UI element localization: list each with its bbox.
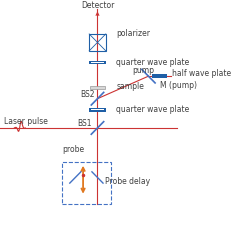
Text: polarizer: polarizer bbox=[116, 29, 150, 38]
Bar bbox=[90, 86, 105, 89]
Text: pump: pump bbox=[132, 66, 154, 75]
Bar bbox=[91, 109, 104, 110]
Bar bbox=[91, 62, 104, 63]
Text: half wave plate: half wave plate bbox=[172, 69, 231, 78]
Bar bbox=[89, 61, 106, 64]
Text: BS2: BS2 bbox=[80, 90, 94, 99]
Text: Detector: Detector bbox=[81, 1, 114, 10]
Text: quarter wave plate: quarter wave plate bbox=[116, 105, 190, 114]
Text: quarter wave plate: quarter wave plate bbox=[116, 58, 190, 67]
Bar bbox=[89, 34, 106, 51]
Bar bbox=[62, 162, 111, 205]
Bar bbox=[152, 74, 167, 78]
Text: Laser pulse: Laser pulse bbox=[5, 117, 48, 126]
Text: Probe delay: Probe delay bbox=[105, 178, 150, 186]
Text: sample: sample bbox=[116, 82, 144, 91]
Text: probe: probe bbox=[62, 145, 84, 154]
Bar bbox=[89, 108, 106, 111]
Text: BS1: BS1 bbox=[77, 119, 92, 128]
Text: M (pump): M (pump) bbox=[159, 81, 196, 90]
